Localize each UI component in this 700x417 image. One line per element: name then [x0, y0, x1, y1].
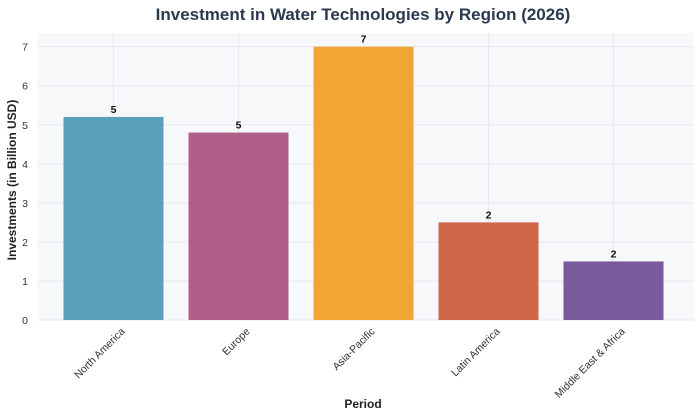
x-tick-label: Latin America [449, 326, 503, 380]
x-tick-label: Europe [220, 326, 253, 359]
chart-title: Investment in Water Technologies by Regi… [156, 5, 571, 24]
y-tick-label: 2 [22, 237, 28, 249]
bar [188, 132, 289, 320]
y-tick-label: 7 [22, 42, 28, 54]
bar-data-label: 2 [611, 248, 617, 260]
x-tick-label: Middle East & Africa [553, 326, 628, 401]
bar-data-label: 2 [486, 209, 492, 221]
bar-data-label: 5 [111, 104, 117, 116]
y-axis-ticks: 0 1 2 3 4 5 6 7 [22, 42, 28, 327]
bars [63, 46, 664, 321]
y-tick-label: 6 [22, 81, 28, 93]
bar [438, 222, 539, 320]
bar [63, 116, 164, 320]
bar-data-label: 5 [236, 120, 242, 132]
data-labels: 5 5 7 2 2 [111, 34, 617, 261]
bar [313, 46, 414, 321]
bar [563, 261, 664, 320]
y-tick-label: 3 [22, 198, 28, 210]
y-tick-label: 5 [22, 120, 28, 132]
y-tick-label: 1 [22, 276, 28, 288]
y-tick-label: 4 [22, 159, 28, 171]
y-axis-label: Investments (in Billion USD) [5, 100, 19, 261]
x-axis-label: Period [344, 397, 381, 411]
x-tick-label: Asia-Pacific [330, 326, 377, 373]
x-tick-label: North America [72, 326, 128, 382]
y-tick-label: 0 [22, 315, 28, 327]
bar-data-label: 7 [361, 34, 367, 46]
x-axis-ticks: North America Europe Asia-Pacific Latin Ame… [72, 326, 628, 401]
